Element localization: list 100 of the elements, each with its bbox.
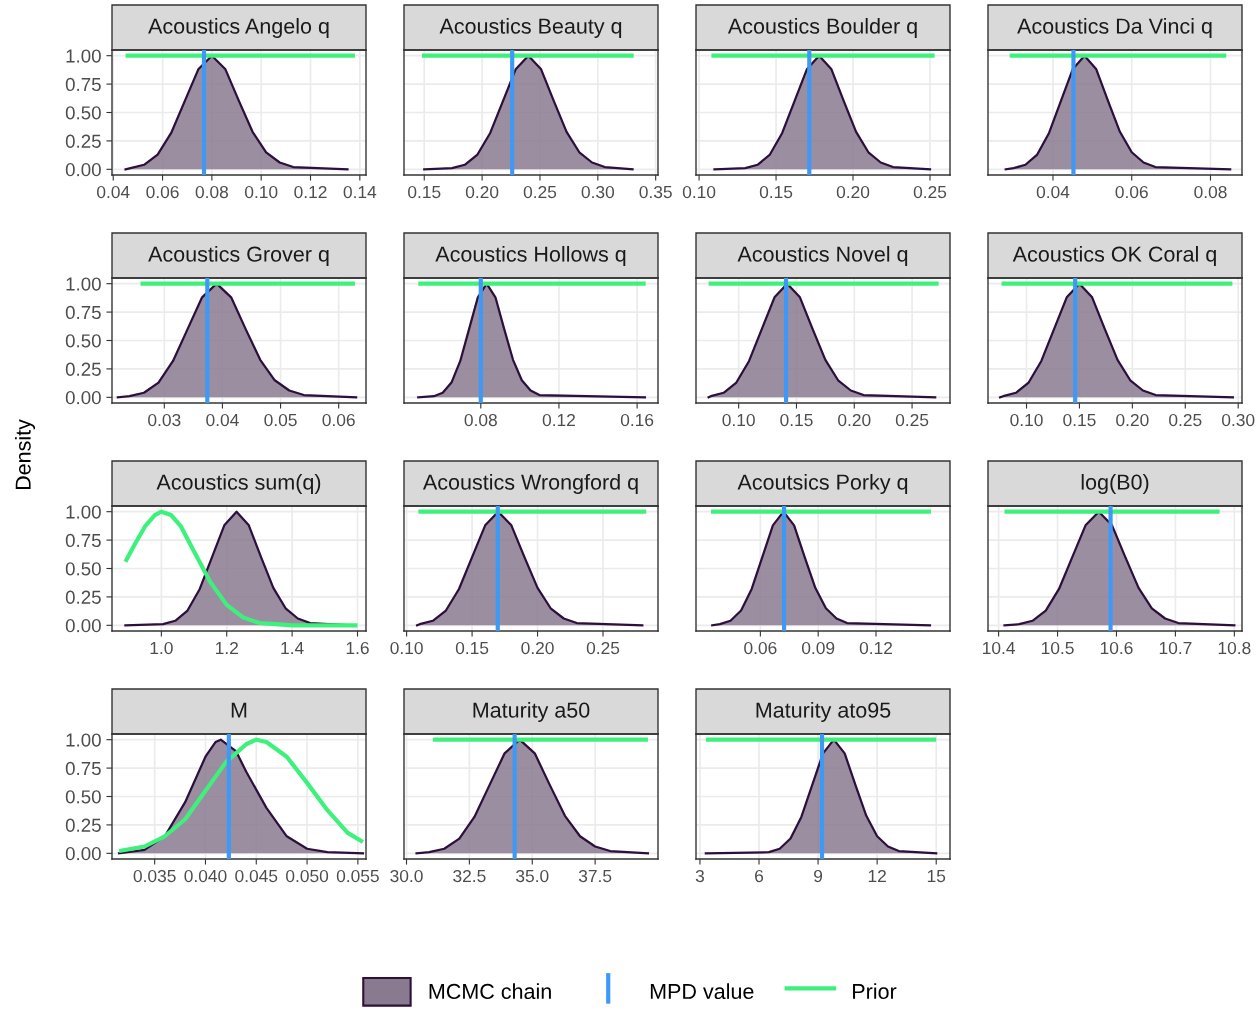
x-tick-label: 1.6 bbox=[346, 641, 369, 655]
y-tick-label: 0.25 bbox=[65, 362, 101, 376]
x-tick-label: 0.04 bbox=[97, 185, 130, 199]
x-tick-label: 0.25 bbox=[1169, 413, 1202, 427]
x-tick-label: 0.30 bbox=[1221, 413, 1255, 427]
x-tick-label: 0.08 bbox=[464, 413, 497, 427]
x-tick-label: 0.055 bbox=[336, 869, 379, 883]
x-tick-label: 10.8 bbox=[1218, 641, 1251, 655]
chart-title: log(B0) bbox=[1081, 473, 1149, 495]
y-tick-label: 0.75 bbox=[65, 77, 101, 92]
y-tick-label: 0.00 bbox=[65, 163, 101, 177]
y-tick-label: 0.25 bbox=[65, 590, 101, 604]
y-tick-label: 1.00 bbox=[66, 49, 101, 63]
x-tick-label: 0.06 bbox=[146, 185, 179, 199]
legend-label: Prior bbox=[853, 983, 897, 1000]
chart-title: Acoutsics Porky q bbox=[737, 473, 908, 495]
x-tick-label: 0.08 bbox=[195, 185, 229, 199]
x-tick-label: 32.5 bbox=[453, 869, 486, 883]
legend-label: MPD value bbox=[650, 983, 754, 1000]
x-tick-label: 0.040 bbox=[184, 869, 227, 883]
y-tick-label: 0.50 bbox=[65, 790, 101, 804]
chart-title: Acoustics Wrongford q bbox=[422, 473, 638, 495]
x-tick-label: 37.5 bbox=[578, 869, 612, 883]
x-tick-label: 0.09 bbox=[801, 641, 835, 655]
x-tick-label: 0.12 bbox=[859, 641, 893, 655]
x-tick-label: 0.16 bbox=[620, 413, 654, 427]
x-tick-label: 0.20 bbox=[836, 185, 870, 199]
x-tick-label: 3 bbox=[695, 869, 704, 883]
x-tick-label: 9 bbox=[814, 869, 823, 883]
x-tick-label: 0.14 bbox=[343, 185, 377, 199]
y-tick-label: 1.00 bbox=[66, 733, 101, 747]
y-tick-label: 0.00 bbox=[65, 391, 101, 405]
x-tick-label: 0.03 bbox=[148, 413, 181, 427]
x-tick-label: 0.35 bbox=[639, 185, 672, 199]
chart-title: Acoustics Boulder q bbox=[727, 17, 917, 39]
x-tick-label: 0.04 bbox=[206, 413, 239, 427]
x-tick-label: 0.10 bbox=[722, 413, 755, 427]
y-tick-label: 0.50 bbox=[65, 562, 101, 576]
x-tick-label: 12 bbox=[868, 869, 886, 882]
x-tick-label: 0.20 bbox=[838, 413, 871, 427]
x-tick-label: 0.15 bbox=[780, 413, 813, 427]
chart-title: M bbox=[231, 702, 247, 718]
x-tick-label: 35.0 bbox=[516, 869, 549, 883]
y-tick-label: 0.75 bbox=[65, 761, 101, 776]
chart-title: Acoustics sum(q) bbox=[156, 473, 321, 495]
y-tick-label: 0.75 bbox=[65, 305, 101, 320]
x-tick-label: 0.30 bbox=[581, 185, 615, 199]
legend-label: MCMC chain bbox=[429, 983, 551, 1000]
x-tick-label: 10.4 bbox=[983, 641, 1015, 655]
x-tick-label: 0.06 bbox=[744, 641, 777, 655]
x-tick-label: 0.20 bbox=[465, 185, 499, 199]
x-tick-label: 0.20 bbox=[521, 641, 554, 655]
x-tick-label: 1.2 bbox=[216, 641, 238, 654]
x-tick-label: 0.25 bbox=[586, 641, 620, 655]
x-tick-label: 0.06 bbox=[1115, 185, 1148, 199]
x-tick-label: 10.7 bbox=[1159, 641, 1192, 655]
x-tick-label: 15 bbox=[927, 870, 946, 883]
y-tick-label: 0.50 bbox=[65, 334, 101, 348]
x-tick-label: 0.12 bbox=[294, 185, 327, 199]
y-tick-label: 0.75 bbox=[65, 533, 101, 548]
y-tick-label: 0.50 bbox=[65, 106, 101, 120]
chart-title: Acoustics Angelo q bbox=[148, 17, 329, 39]
x-tick-label: 0.15 bbox=[408, 185, 441, 199]
chart-title: Acoustics Hollows q bbox=[435, 245, 626, 267]
chart-title: Acoustics Novel q bbox=[737, 245, 908, 267]
x-tick-label: 1.4 bbox=[281, 642, 304, 654]
y-tick-label: 1.00 bbox=[66, 505, 101, 519]
x-tick-label: 0.10 bbox=[682, 185, 716, 199]
y-tick-label: 0.00 bbox=[65, 847, 101, 861]
x-tick-label: 0.06 bbox=[322, 413, 355, 427]
chart-title: Acoustics Grover q bbox=[148, 245, 329, 267]
x-tick-label: 30.0 bbox=[390, 869, 423, 883]
chart-title: Maturity ato95 bbox=[756, 701, 891, 723]
y-tick-label: 1.00 bbox=[66, 277, 101, 291]
x-tick-label: 0.08 bbox=[1194, 185, 1227, 199]
y-tick-label: 0.00 bbox=[65, 619, 101, 633]
x-tick-label: 10.5 bbox=[1041, 641, 1074, 655]
x-tick-label: 0.050 bbox=[286, 869, 329, 883]
x-tick-label: 0.25 bbox=[895, 413, 929, 427]
x-tick-label: 0.15 bbox=[455, 641, 489, 655]
x-tick-label: 0.05 bbox=[264, 413, 297, 427]
chart-title: Acoustics Beauty q bbox=[439, 17, 622, 39]
chart-title: Acoustics OK Coral q bbox=[1012, 245, 1216, 267]
x-tick-label: 0.25 bbox=[913, 185, 947, 199]
x-tick-label: 0.10 bbox=[1010, 413, 1043, 427]
chart-title: Acoustics Da Vinci q bbox=[1017, 17, 1212, 39]
x-tick-label: 1.0 bbox=[150, 641, 173, 655]
x-tick-label: 0.12 bbox=[542, 413, 575, 427]
x-tick-label: 0.10 bbox=[390, 641, 423, 655]
x-tick-label: 0.04 bbox=[1036, 185, 1070, 199]
y-tick-label: 0.25 bbox=[65, 134, 101, 148]
x-tick-label: 0.20 bbox=[1116, 413, 1149, 427]
x-tick-label: 0.15 bbox=[1063, 413, 1096, 427]
x-tick-label: 0.045 bbox=[235, 869, 278, 883]
x-tick-label: 0.25 bbox=[523, 185, 557, 199]
y-axis-title: Density bbox=[14, 419, 36, 490]
x-tick-label: 10.6 bbox=[1100, 641, 1133, 655]
x-tick-label: 6 bbox=[755, 869, 764, 883]
chart-title: Maturity a50 bbox=[473, 701, 590, 723]
y-tick-label: 0.25 bbox=[65, 818, 101, 832]
